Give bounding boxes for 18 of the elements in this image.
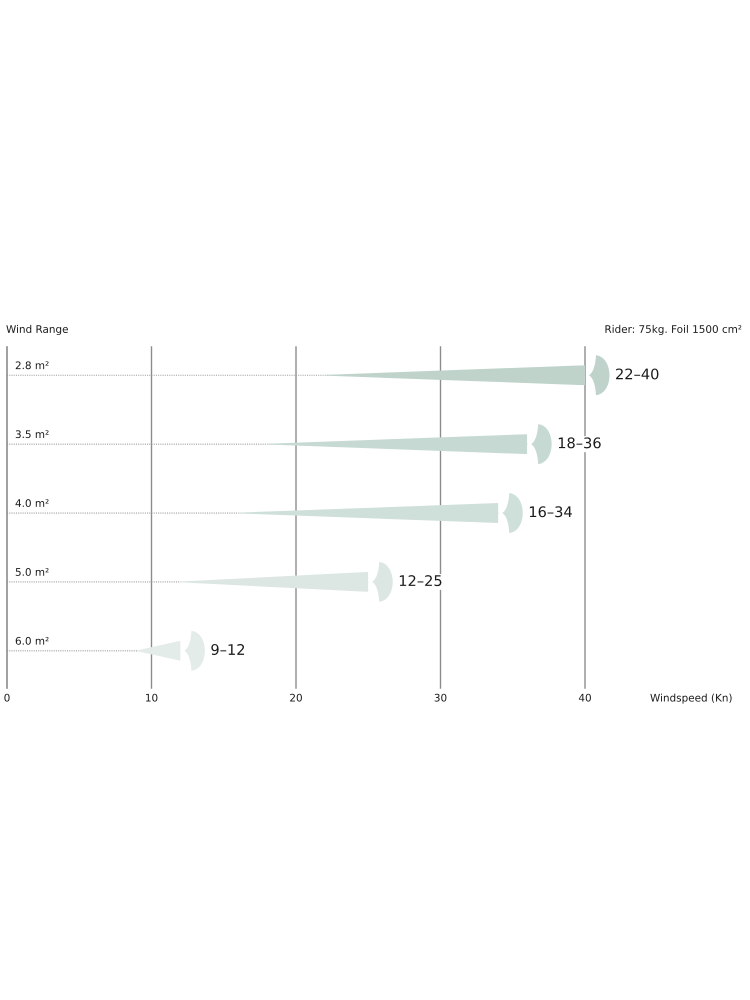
data-label: 22–40: [616, 368, 658, 380]
x-tick-label: 10: [146, 694, 158, 702]
y-tick-label: 4.0 m²: [16, 499, 49, 508]
x-tick-label: 20: [290, 694, 302, 702]
text: Windspeed (Kn): [650, 694, 732, 704]
data-label: 9–12: [211, 644, 244, 656]
x-tick-label: 30: [434, 694, 446, 702]
y-axis-title: Wind Range: [6, 324, 68, 335]
y-tick-label: 3.5 m²: [16, 430, 49, 438]
y-tick-label: 5.0 m²: [16, 568, 49, 576]
y-tick-label: 6.0 m²: [16, 636, 49, 645]
x-tick-label: 40: [578, 694, 591, 702]
x-tick-label: 0: [4, 694, 10, 702]
data-label: 16–34: [530, 506, 572, 518]
data-label: 18–36: [558, 437, 601, 448]
data-label: 12–25: [400, 575, 442, 586]
y-tick-label: 2.8 m²: [16, 361, 49, 370]
text: Rider: 75kg. Foil 1500 cm²: [605, 324, 742, 335]
